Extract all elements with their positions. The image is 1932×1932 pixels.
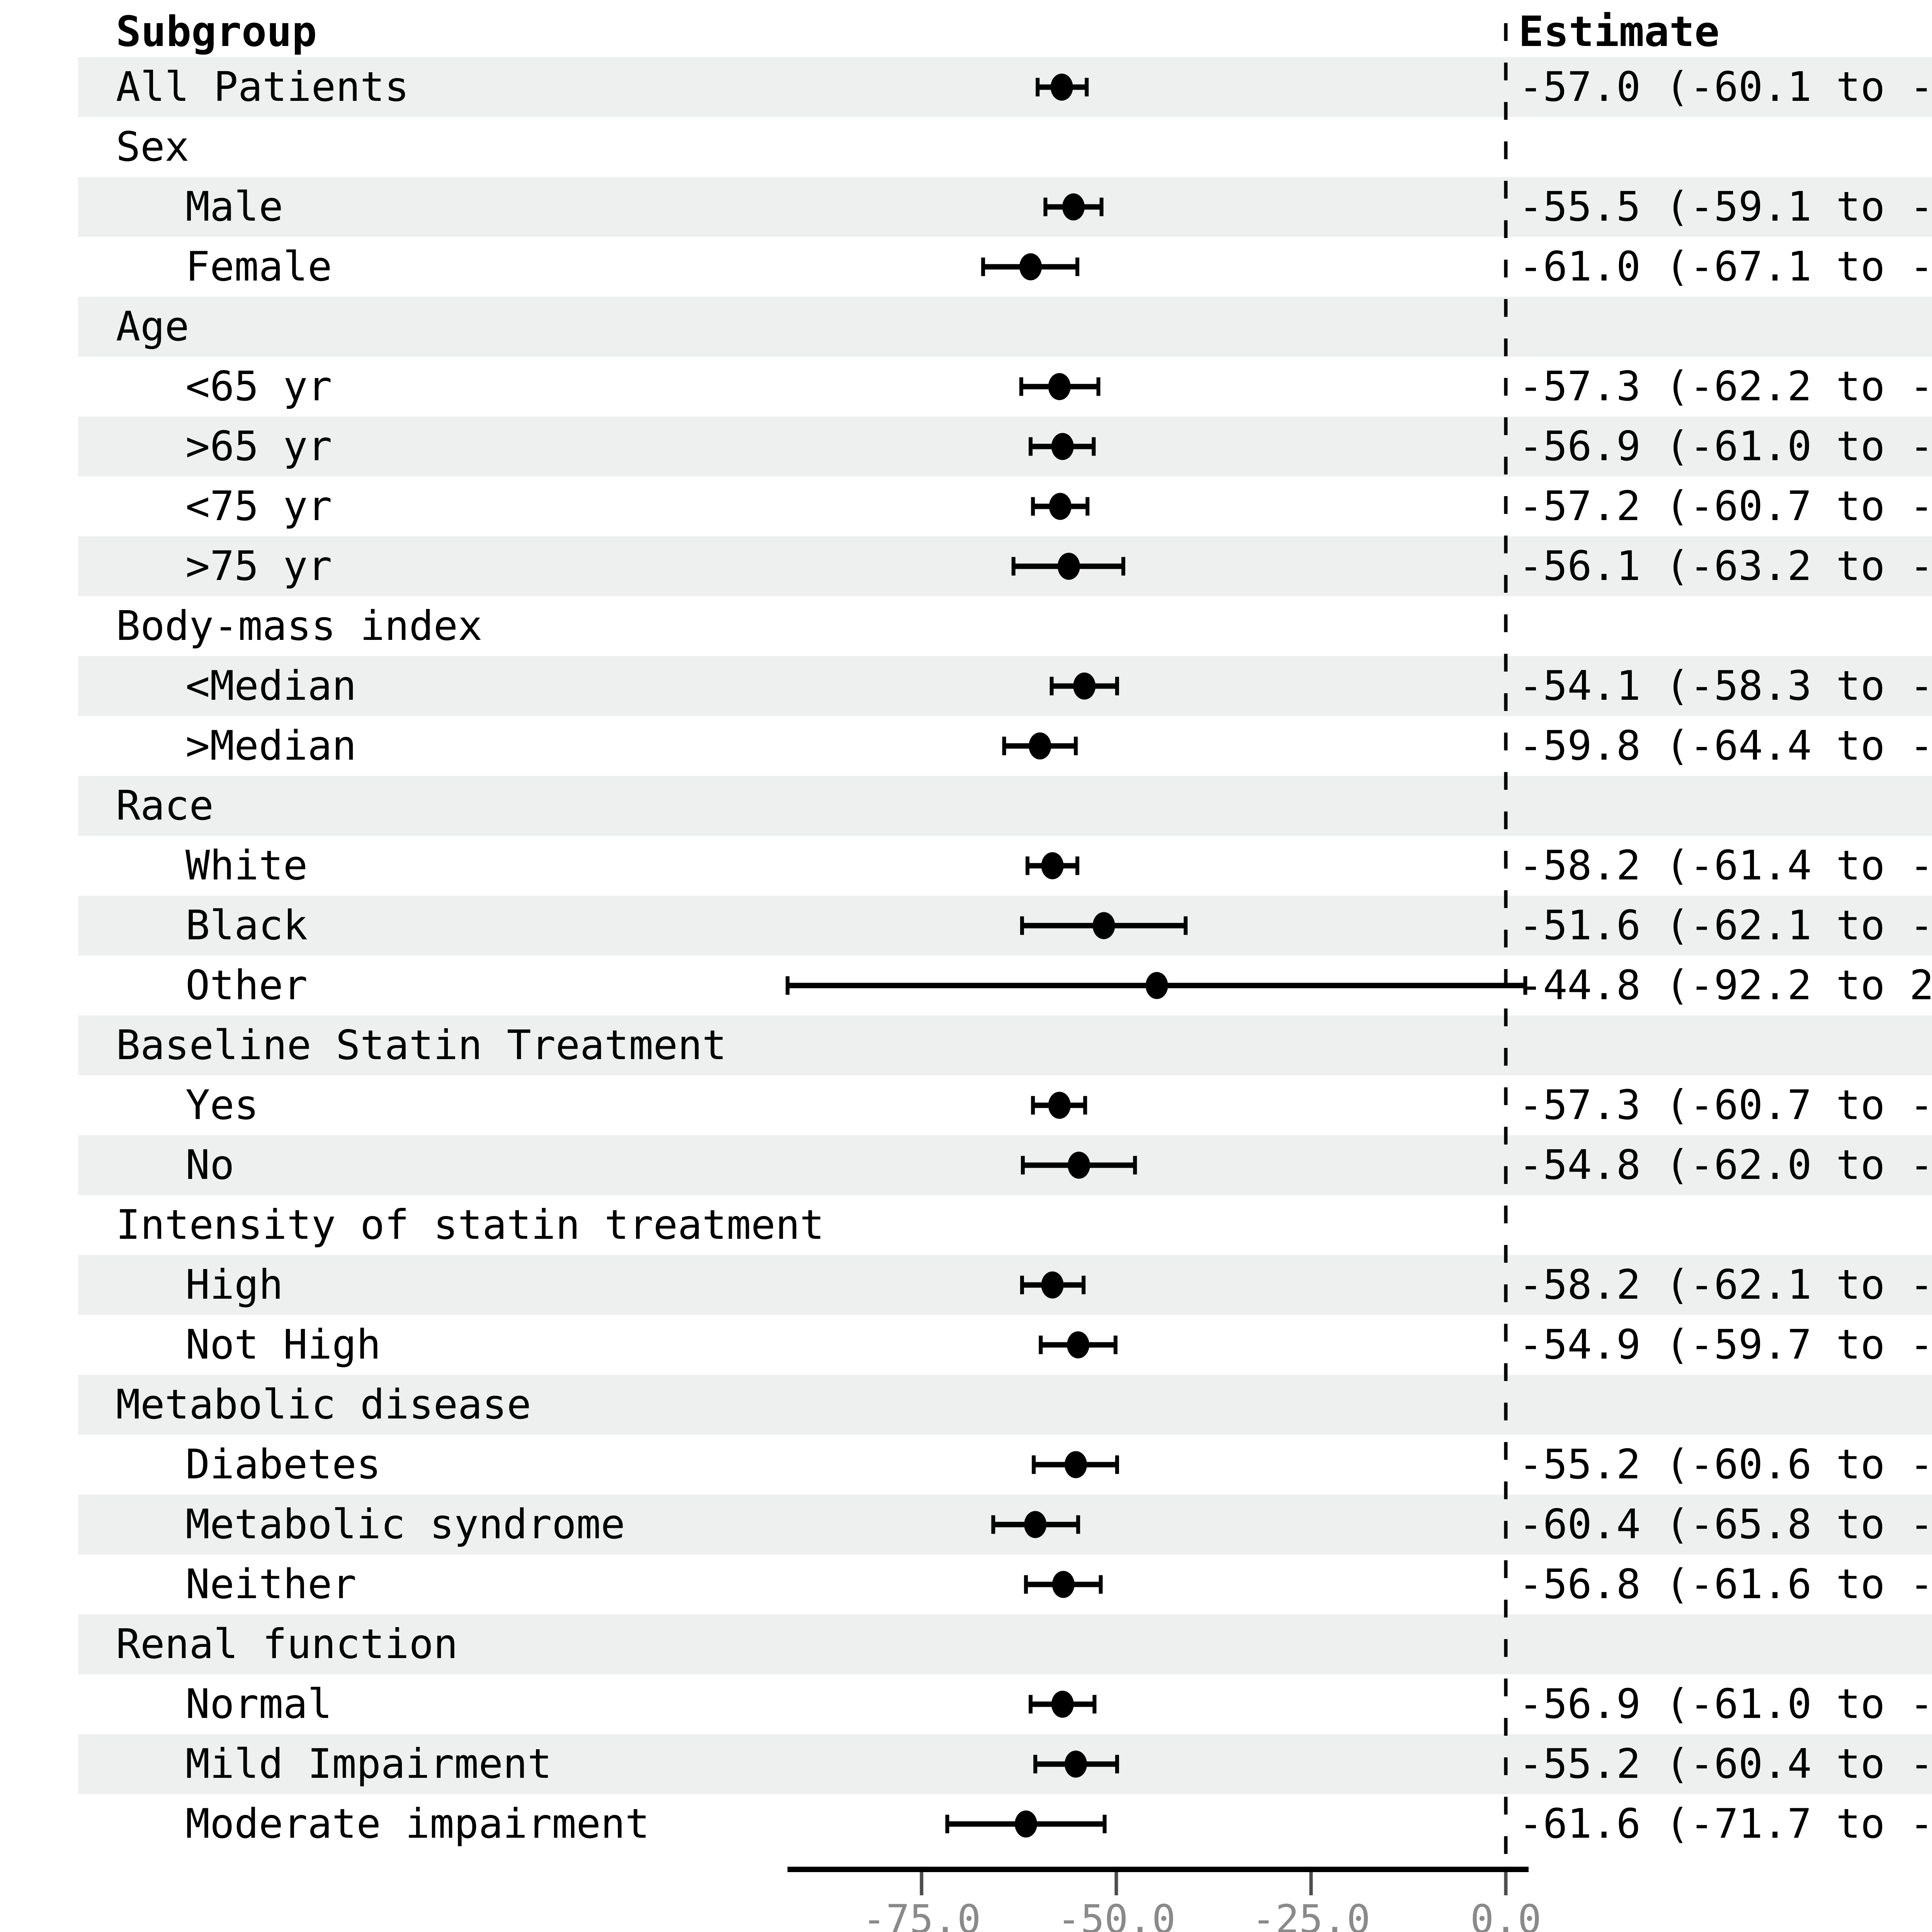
row-stripe	[78, 417, 1932, 476]
row-stripe	[78, 1135, 1932, 1195]
estimate-value: -54.9 (-59.7 to -50.1)	[1519, 1321, 1932, 1368]
point-estimate-marker	[1062, 193, 1085, 221]
subgroup-section-label: Renal function	[116, 1621, 458, 1668]
row-stripe	[78, 776, 1932, 836]
point-estimate-marker	[1065, 1451, 1087, 1478]
subgroup-item-label: Moderate impairment	[185, 1800, 650, 1847]
estimate-value: -54.8 (-62.0 to -47.6)	[1519, 1141, 1932, 1189]
point-estimate-marker	[1058, 553, 1080, 580]
subgroup-item-label: Yes	[185, 1082, 259, 1129]
point-estimate-marker	[1068, 1151, 1090, 1179]
row-stripe	[78, 1255, 1932, 1315]
subgroup-section-label: Race	[116, 782, 214, 829]
subgroup-item-label: Other	[185, 962, 308, 1009]
point-estimate-marker	[1050, 73, 1073, 101]
subgroup-section-label: All Patients	[116, 63, 409, 111]
estimate-value: -55.2 (-60.6 to -49.9)	[1519, 1441, 1932, 1488]
subgroup-section-label: Metabolic disease	[116, 1381, 531, 1428]
subgroup-item-label: <65 yr	[185, 363, 332, 410]
point-estimate-marker	[1092, 912, 1115, 939]
subgroup-item-label: <75 yr	[185, 483, 332, 530]
subgroup-item-label: Metabolic syndrome	[185, 1501, 625, 1548]
subgroup-section-label: Age	[116, 303, 189, 350]
x-tick-label: -25.0	[1252, 1896, 1371, 1932]
subgroup-item-label: >65 yr	[185, 423, 332, 470]
estimate-value: -55.2 (-60.4 to -49.9)	[1519, 1740, 1932, 1787]
subgroup-item-label: Neither	[185, 1561, 357, 1608]
point-estimate-marker	[1024, 1511, 1047, 1538]
subgroup-item-label: Black	[185, 902, 308, 949]
row-stripe	[78, 896, 1932, 956]
subgroup-item-label: >Median	[185, 722, 357, 769]
point-estimate-marker	[1067, 1331, 1090, 1359]
point-estimate-marker	[1052, 1571, 1075, 1598]
x-tick-label: -50.0	[1057, 1896, 1176, 1932]
row-stripe	[78, 297, 1932, 357]
point-estimate-marker	[1065, 1750, 1087, 1778]
estimate-value: -60.4 (-65.8 to -54.9)	[1519, 1501, 1932, 1548]
row-stripe	[78, 536, 1932, 596]
subgroup-item-label: No	[185, 1141, 235, 1189]
row-stripe	[78, 177, 1932, 237]
estimate-value: -61.0 (-67.1 to -55.0)	[1519, 243, 1932, 290]
subgroup-item-label: <Median	[185, 662, 357, 709]
point-estimate-marker	[1041, 1271, 1064, 1299]
subgroup-section-label: Sex	[116, 123, 189, 170]
column-header-subgroup: Subgroup	[116, 8, 317, 56]
subgroup-item-label: Male	[185, 183, 283, 230]
subgroup-section-label: Body-mass index	[116, 602, 483, 650]
estimate-value: -57.3 (-62.2 to -52.3)	[1519, 363, 1932, 410]
point-estimate-marker	[1015, 1810, 1037, 1838]
estimate-value: -56.8 (-61.6 to -52.0)	[1519, 1561, 1932, 1608]
point-estimate-marker	[1048, 1092, 1071, 1119]
row-stripe	[78, 1614, 1932, 1674]
point-estimate-marker	[1029, 732, 1051, 760]
estimate-value: -51.6 (-62.1 to -41.1)	[1519, 902, 1932, 949]
x-tick-label: 0.0	[1470, 1896, 1542, 1932]
subgroup-item-label: >75 yr	[185, 543, 332, 590]
subgroup-item-label: High	[185, 1261, 283, 1308]
point-estimate-marker	[1019, 253, 1042, 281]
row-stripe	[78, 1734, 1932, 1794]
row-stripe	[78, 57, 1932, 117]
estimate-value: -59.8 (-64.4 to -55.2)	[1519, 722, 1932, 769]
point-estimate-marker	[1049, 493, 1071, 520]
subgroup-section-label: Intensity of statin treatment	[116, 1201, 825, 1248]
estimate-value: -56.1 (-63.2 to -49.1)	[1519, 543, 1932, 590]
row-stripe	[78, 1015, 1932, 1075]
point-estimate-marker	[1051, 433, 1074, 460]
estimate-value: -56.9 (-61.0 to -52.8)	[1519, 1680, 1932, 1728]
point-estimate-marker	[1145, 972, 1168, 999]
estimate-value: -57.2 (-60.7 to -53.7)	[1519, 483, 1932, 530]
estimate-value: -55.5 (-59.1 to -51.9)	[1519, 183, 1932, 230]
subgroup-item-label: Mild Impairment	[185, 1740, 552, 1787]
estimate-value: -56.9 (-61.0 to -52.9)	[1519, 423, 1932, 470]
point-estimate-marker	[1051, 1690, 1074, 1718]
point-estimate-marker	[1073, 672, 1096, 700]
subgroup-item-label: Diabetes	[185, 1441, 381, 1488]
row-stripe	[78, 656, 1932, 716]
subgroup-item-label: Not High	[185, 1321, 381, 1368]
estimate-value: -58.2 (-61.4 to -55.0)	[1519, 842, 1932, 889]
estimate-value: -58.2 (-62.1 to -54.2)	[1519, 1261, 1932, 1308]
point-estimate-marker	[1041, 852, 1064, 879]
estimate-value: -44.8 (-92.2 to 2.5)	[1519, 962, 1932, 1009]
estimate-value: -57.0 (-60.1 to -53.8)	[1519, 63, 1932, 111]
subgroup-item-label: White	[185, 842, 308, 889]
estimate-value: -54.1 (-58.3 to -49.9)	[1519, 662, 1932, 709]
subgroup-section-label: Baseline Statin Treatment	[116, 1022, 727, 1069]
subgroup-item-label: Female	[185, 243, 332, 290]
x-tick-label: -75.0	[862, 1896, 981, 1932]
column-header-estimate: Estimate	[1519, 8, 1720, 56]
subgroup-item-label: Normal	[185, 1680, 332, 1728]
row-stripe	[78, 1375, 1932, 1435]
estimate-value: -57.3 (-60.7 to -54.0)	[1519, 1082, 1932, 1129]
estimate-value: -61.6 (-71.7 to -51.5)	[1519, 1800, 1932, 1847]
point-estimate-marker	[1048, 373, 1071, 400]
